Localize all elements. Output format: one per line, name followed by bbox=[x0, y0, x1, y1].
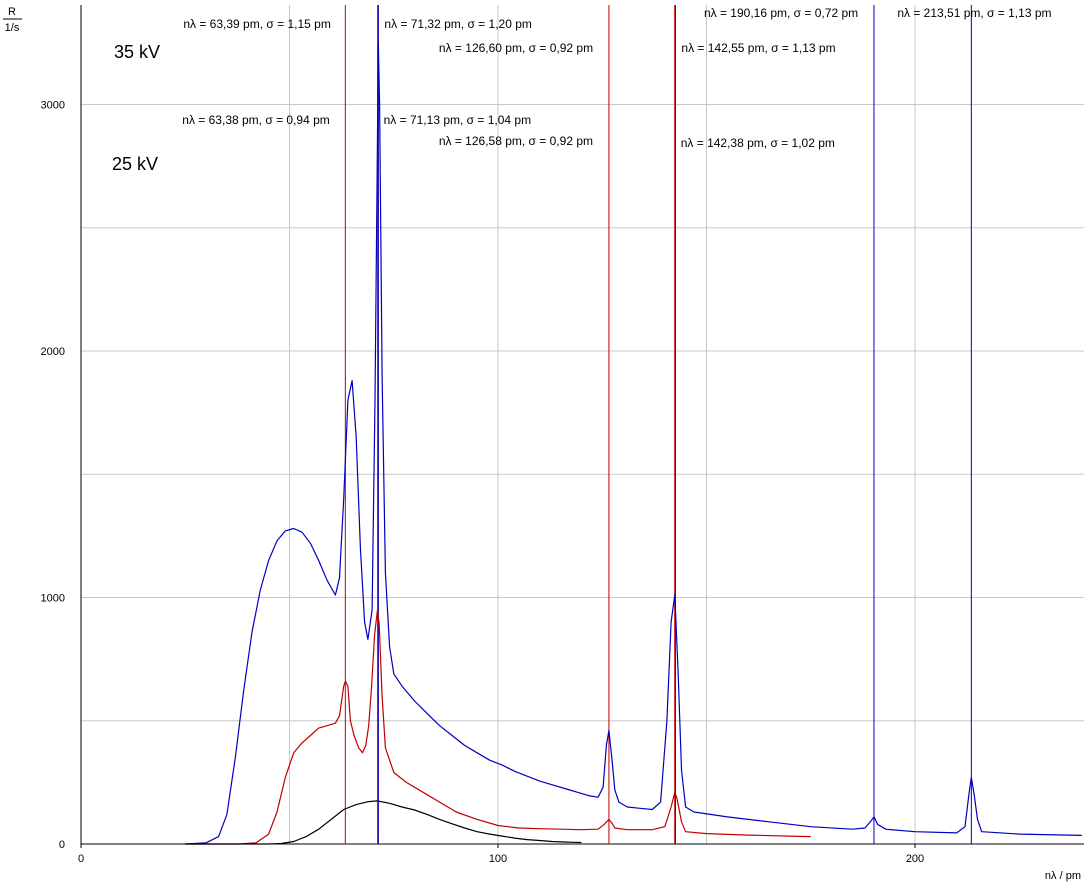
peak-markers bbox=[344, 5, 972, 844]
series-group bbox=[185, 42, 1082, 845]
y-tick-label-1: 1000 bbox=[41, 593, 65, 605]
y-axis-label-numerator: R bbox=[8, 6, 16, 18]
peak-annotation-4: nλ = 190,16 pm, σ = 0,72 pm bbox=[704, 6, 858, 20]
peak-annotation-7: nλ = 71,13 pm, σ = 1,04 pm bbox=[384, 113, 531, 127]
peak-annotation-8: nλ = 126,58 pm, σ = 0,92 pm bbox=[439, 134, 593, 148]
peak-annotation-3: nλ = 142,55 pm, σ = 1,13 pm bbox=[681, 41, 835, 55]
y-tick-label-2: 2000 bbox=[41, 346, 65, 358]
grid bbox=[81, 5, 1084, 844]
peak-annotation-2: nλ = 126,60 pm, σ = 0,92 pm bbox=[439, 41, 593, 55]
peak-annotation-0: nλ = 63,39 pm, σ = 1,15 pm bbox=[183, 17, 331, 31]
x-axis-label: nλ / pm bbox=[1045, 870, 1081, 882]
y-axis-label-denominator: 1/s bbox=[5, 22, 20, 34]
series-line-kv35 bbox=[185, 42, 1082, 845]
voltage-label-35kv: 35 kV bbox=[114, 42, 160, 62]
x-tick-label-2: 200 bbox=[906, 853, 924, 865]
peak-annotation-6: nλ = 63,38 pm, σ = 0,94 pm bbox=[182, 113, 330, 127]
peak-annotation-9: nλ = 142,38 pm, σ = 1,02 pm bbox=[681, 136, 835, 150]
x-tick-label-1: 100 bbox=[489, 853, 507, 865]
peak-annotation-1: nλ = 71,32 pm, σ = 1,20 pm bbox=[384, 17, 532, 31]
peak-annotation-5: nλ = 213,51 pm, σ = 1,13 pm bbox=[897, 6, 1051, 20]
series-line-black bbox=[185, 800, 582, 845]
y-tick-label-3: 3000 bbox=[41, 100, 65, 112]
y-axis-label: R 1/s bbox=[3, 6, 22, 34]
x-tick-label-0: 0 bbox=[78, 853, 84, 865]
series-line-kv25 bbox=[185, 609, 811, 845]
y-tick-label-0: 0 bbox=[59, 839, 65, 851]
peak-annotations: nλ = 63,39 pm, σ = 1,15 pm nλ = 71,32 pm,… bbox=[182, 6, 1051, 150]
voltage-label-25kv: 25 kV bbox=[112, 154, 158, 174]
